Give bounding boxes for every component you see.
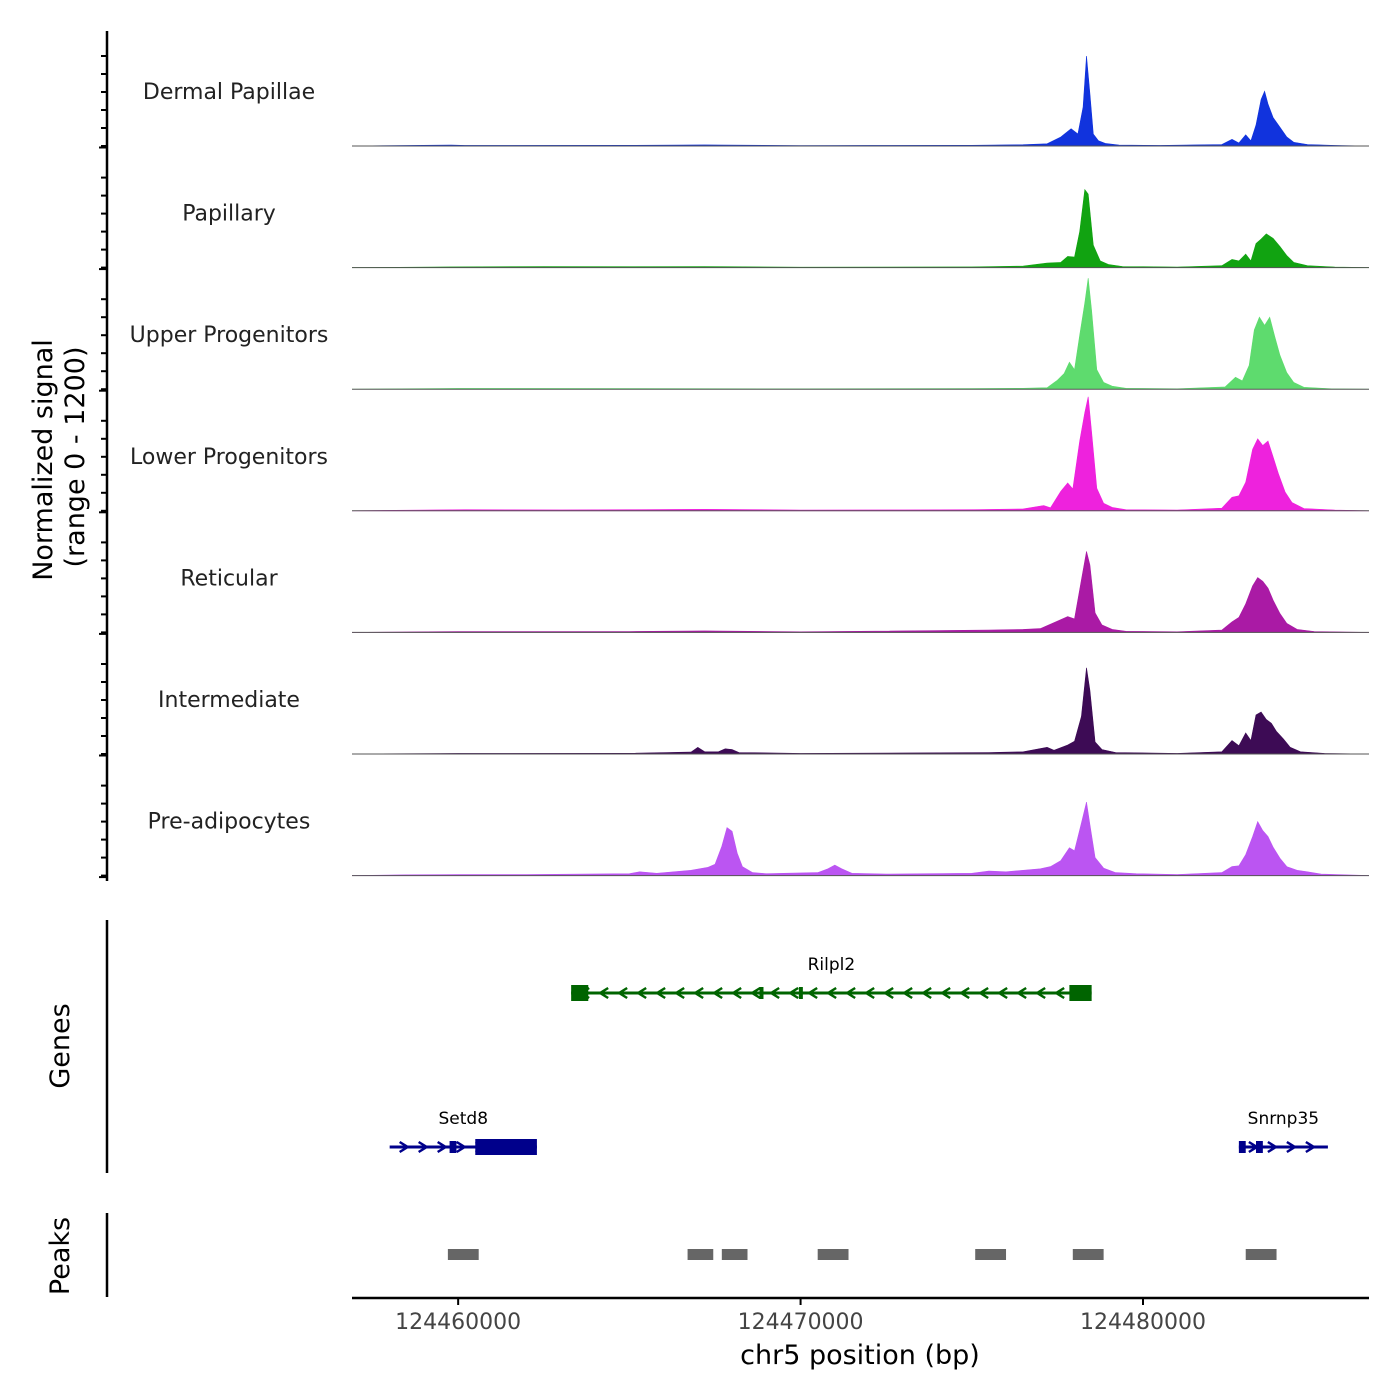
strand-arrow bbox=[635, 986, 647, 1000]
track-label-pre-adipocytes: Pre-adipocytes bbox=[148, 810, 311, 835]
strand-arrow bbox=[768, 986, 780, 1000]
gene-snrnp35: Snrnp35 bbox=[1238, 1109, 1328, 1154]
track-label-papillary: Papillary bbox=[182, 202, 276, 227]
track-label-lower-progenitors: Lower Progenitors bbox=[130, 445, 328, 470]
x-axis-ticks: 124460000 124470000 124480000 bbox=[395, 1298, 1206, 1335]
gene-track: Rilpl2 Setd8 Snrnp35 bbox=[389, 955, 1328, 1155]
gene-setd8: Setd8 bbox=[389, 1109, 537, 1155]
peak bbox=[447, 1249, 479, 1260]
exon bbox=[798, 987, 803, 999]
track-label-intermediate: Intermediate bbox=[158, 688, 300, 713]
strand-arrow bbox=[977, 986, 989, 1000]
strand-arrow bbox=[456, 1140, 468, 1154]
strand-arrow bbox=[882, 986, 894, 1000]
x-axis-title: chr5 position (bp) bbox=[740, 1340, 980, 1371]
strand-arrow bbox=[654, 986, 666, 1000]
strand-arrow bbox=[939, 986, 951, 1000]
x-tick-label: 124460000 bbox=[395, 1310, 521, 1335]
strand-arrow bbox=[787, 986, 799, 1000]
peak bbox=[721, 1249, 748, 1260]
strand-arrow bbox=[1305, 1140, 1317, 1154]
signal-y-ticks bbox=[99, 55, 107, 879]
signal-area-papillary bbox=[351, 188, 1370, 268]
track-label-upper-progenitors: Upper Progenitors bbox=[130, 323, 329, 348]
signal-area-upper-progenitors bbox=[351, 278, 1370, 390]
strand-arrow bbox=[806, 986, 818, 1000]
track-papillary: Papillary bbox=[182, 188, 1370, 269]
strand-arrow bbox=[597, 986, 609, 1000]
gene-label-setd8: Setd8 bbox=[439, 1109, 489, 1129]
track-dermal-papillae: Dermal Papillae bbox=[143, 55, 1370, 147]
gene-label-rilpl2: Rilpl2 bbox=[808, 955, 856, 975]
peak bbox=[1245, 1249, 1277, 1260]
strand-arrow bbox=[996, 986, 1008, 1000]
strand-arrow bbox=[616, 986, 628, 1000]
track-lower-progenitors: Lower Progenitors bbox=[130, 396, 1370, 512]
strand-arrow bbox=[749, 986, 761, 1000]
track-label-reticular: Reticular bbox=[180, 566, 278, 591]
strand-arrow bbox=[901, 986, 913, 1000]
exon bbox=[1256, 1141, 1263, 1153]
x-tick-label: 124480000 bbox=[1080, 1310, 1206, 1335]
strand-arrow bbox=[958, 986, 970, 1000]
signal-area-dermal-papillae bbox=[351, 55, 1370, 147]
signal-tracks: Dermal Papillae Papillary Upper Progenitor… bbox=[130, 55, 1370, 877]
track-reticular: Reticular bbox=[180, 551, 1370, 633]
exon bbox=[1069, 985, 1092, 1001]
track-upper-progenitors: Upper Progenitors bbox=[130, 278, 1370, 390]
signal-area-lower-progenitors bbox=[351, 396, 1370, 512]
strand-arrow bbox=[1015, 986, 1027, 1000]
strand-arrow bbox=[1053, 986, 1065, 1000]
strand-arrow bbox=[711, 986, 723, 1000]
strand-arrow bbox=[825, 986, 837, 1000]
signal-area-pre-adipocytes bbox=[351, 802, 1370, 876]
track-pre-adipocytes: Pre-adipocytes bbox=[148, 802, 1370, 877]
strand-arrow bbox=[730, 986, 742, 1000]
signal-area-intermediate bbox=[351, 667, 1370, 755]
strand-arrow bbox=[673, 986, 685, 1000]
gene-rilpl2: Rilpl2 bbox=[571, 955, 1092, 1001]
strand-arrow bbox=[1267, 1140, 1279, 1154]
exon bbox=[475, 1139, 537, 1155]
strand-arrow bbox=[844, 986, 856, 1000]
peak bbox=[1072, 1249, 1104, 1260]
track-label-dermal-papillae: Dermal Papillae bbox=[143, 80, 315, 105]
exon bbox=[571, 985, 589, 1001]
strand-arrow bbox=[863, 986, 875, 1000]
genes-axis-title: Genes bbox=[45, 1003, 76, 1088]
strand-arrow bbox=[399, 1140, 411, 1154]
peak-track bbox=[447, 1249, 1277, 1260]
gene-label-snrnp35: Snrnp35 bbox=[1248, 1109, 1319, 1129]
exon bbox=[1238, 1141, 1246, 1153]
strand-arrow bbox=[692, 986, 704, 1000]
peak bbox=[817, 1249, 849, 1260]
track-intermediate: Intermediate bbox=[158, 667, 1370, 755]
x-tick-label: 124470000 bbox=[738, 1310, 864, 1335]
exon bbox=[449, 1141, 457, 1153]
signal-area-reticular bbox=[351, 551, 1370, 633]
strand-arrow bbox=[437, 1140, 449, 1154]
peaks-axis-title: Peaks bbox=[45, 1217, 76, 1295]
signal-y-axis-range: (range 0 - 1200) bbox=[60, 347, 91, 568]
strand-arrow bbox=[1286, 1140, 1298, 1154]
peak bbox=[687, 1249, 714, 1260]
exon bbox=[759, 987, 764, 999]
strand-arrow bbox=[1034, 986, 1046, 1000]
signal-y-axis-title: Normalized signal bbox=[28, 339, 59, 581]
strand-arrow bbox=[418, 1140, 430, 1154]
strand-arrow bbox=[920, 986, 932, 1000]
peak bbox=[975, 1249, 1007, 1260]
